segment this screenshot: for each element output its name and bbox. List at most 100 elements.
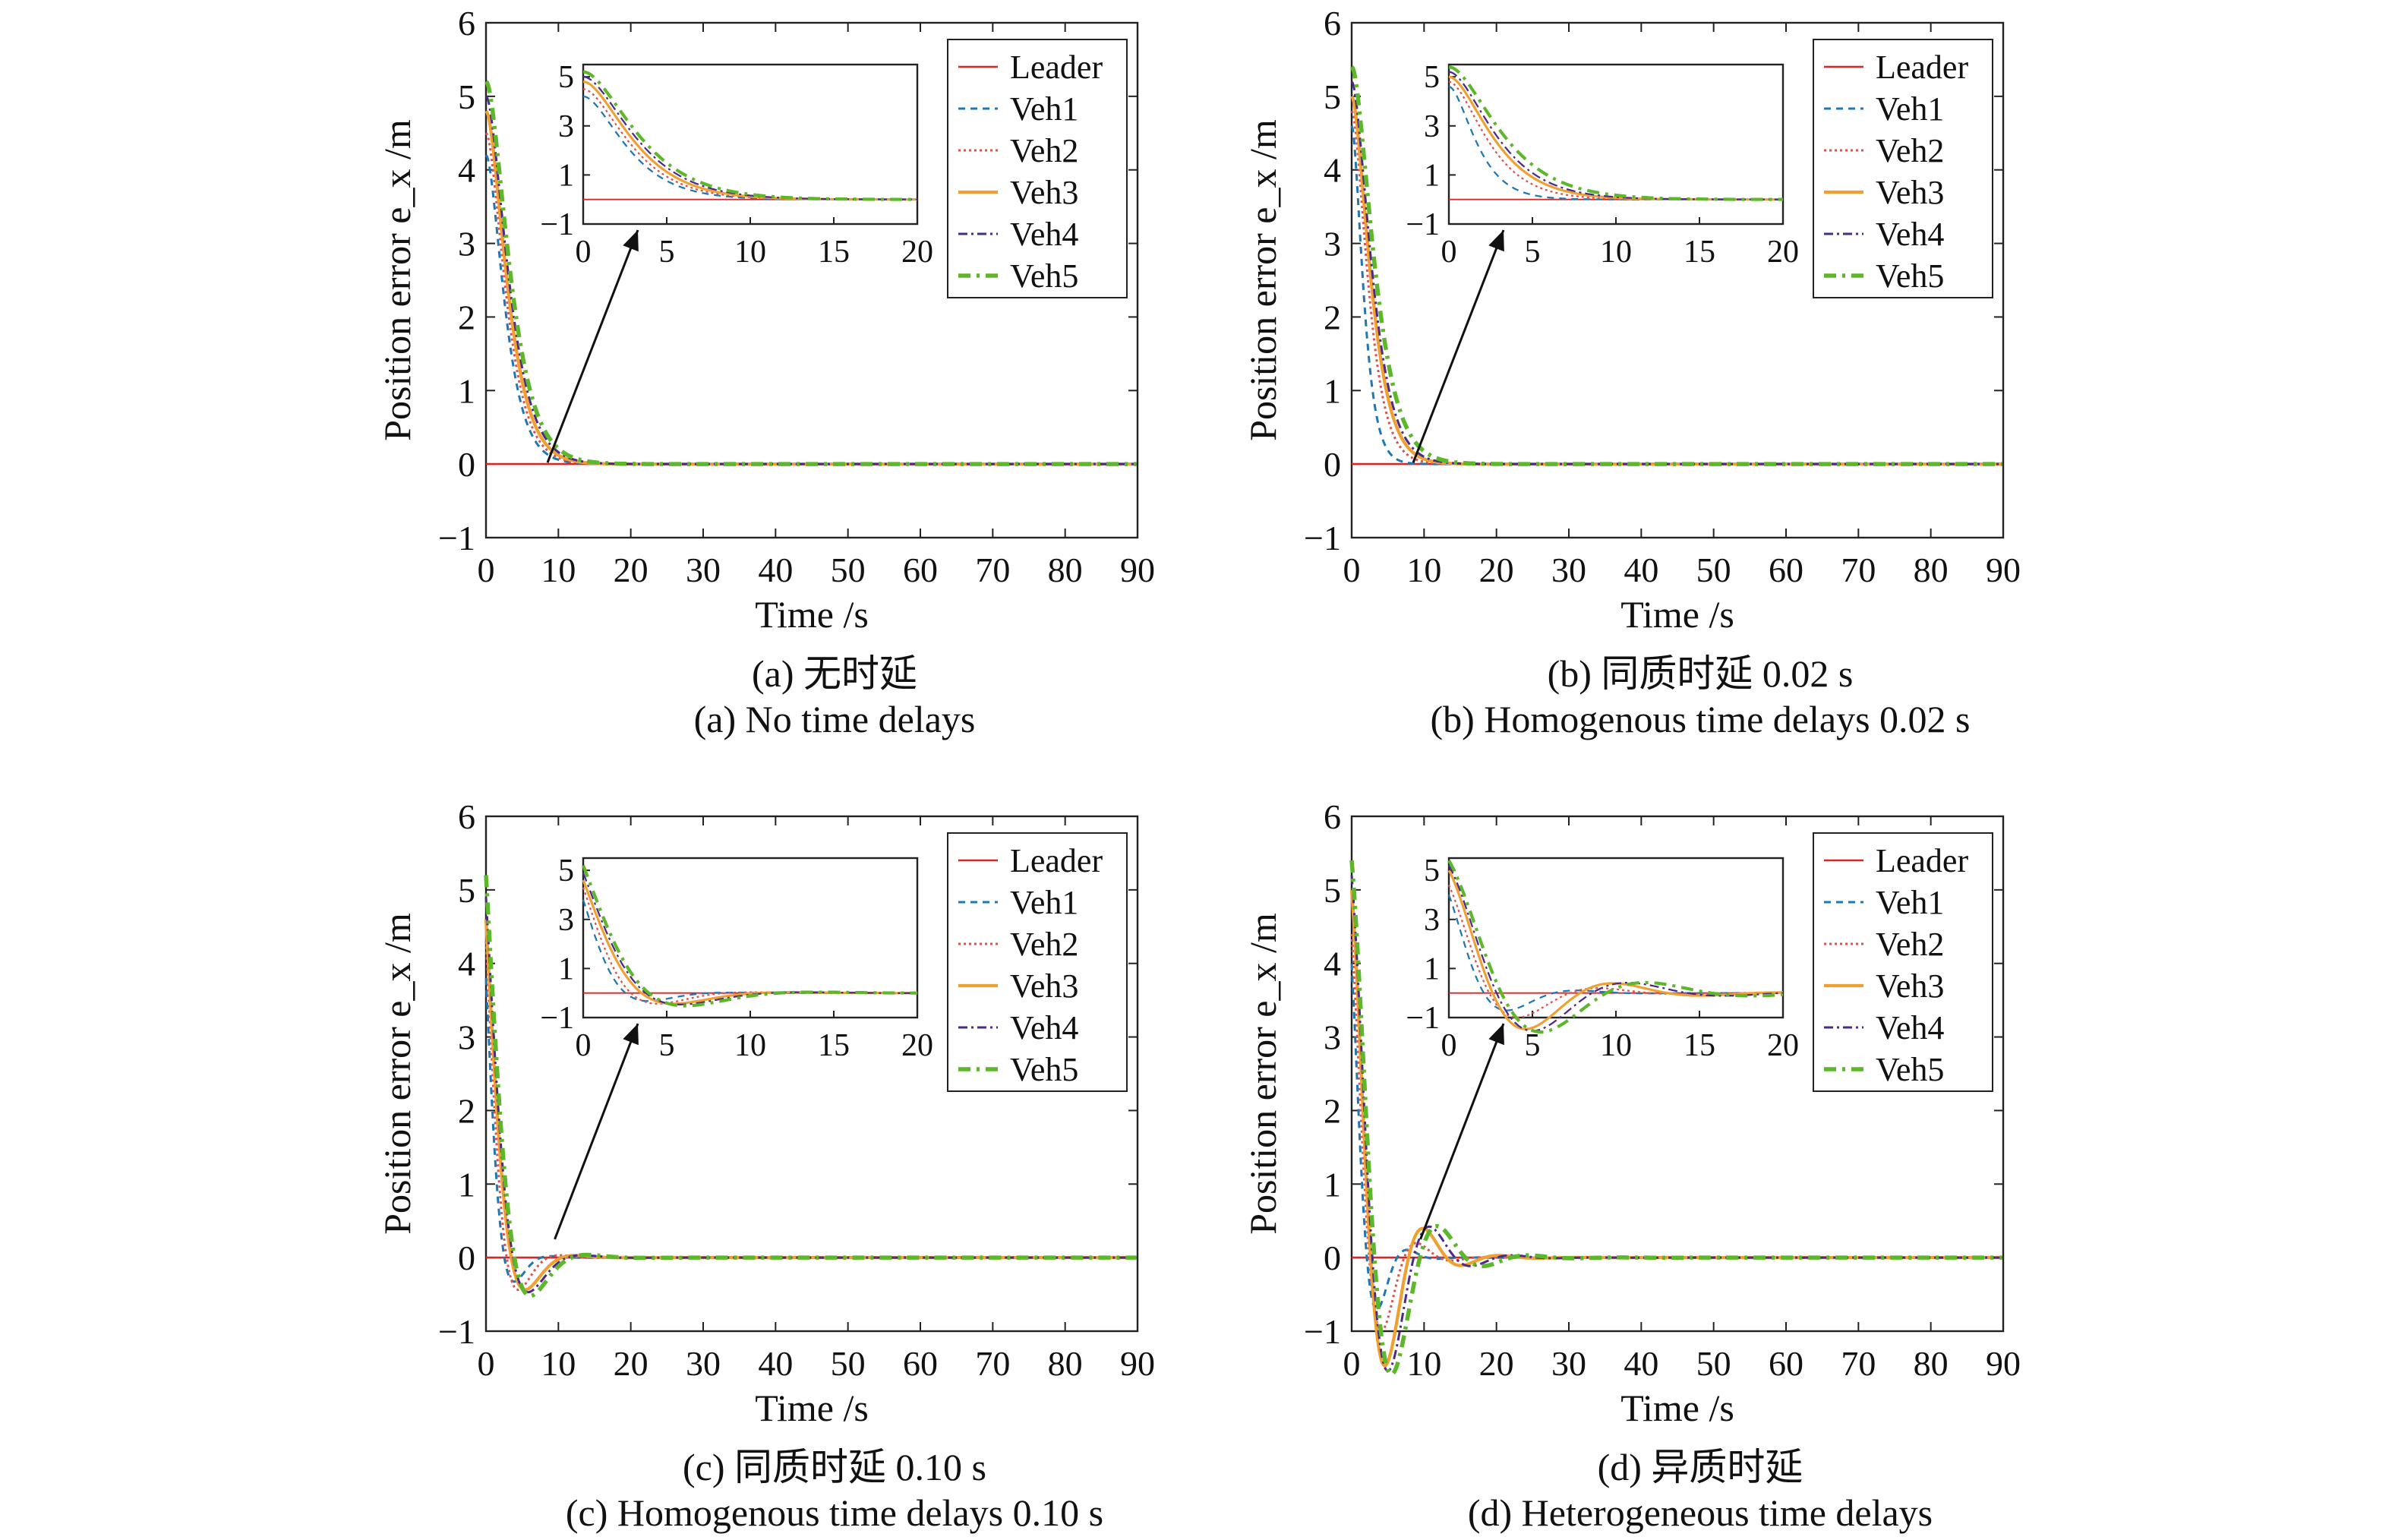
inset-x-tick-label: 10 xyxy=(1600,235,1632,270)
y-tick-label: 6 xyxy=(1324,797,1341,836)
plot-frame xyxy=(1350,815,2005,1333)
x-tick-label: 90 xyxy=(1986,551,2021,589)
inset-x-tick-label: 20 xyxy=(901,1028,933,1063)
inset-series-line-veh1 xyxy=(582,95,917,200)
legend-label-veh2: Veh2 xyxy=(1010,926,1078,963)
inset-x-tick-label: 10 xyxy=(734,1028,766,1063)
zoom-arrow-shaft xyxy=(1412,229,1505,463)
x-tick-label: 40 xyxy=(1624,551,1658,589)
x-tick-label: 70 xyxy=(975,551,1010,589)
legend-label-veh1: Veh1 xyxy=(1010,90,1078,128)
x-tick-label: 0 xyxy=(1343,1344,1361,1383)
x-tick-label: 10 xyxy=(1406,551,1441,589)
legend-label-veh4: Veh4 xyxy=(1876,216,1944,253)
caption-cn: (d) 异质时延 xyxy=(1598,1446,1803,1488)
inset-x-tick-label: 20 xyxy=(1767,235,1799,270)
zoom-arrow-head xyxy=(1488,230,1504,252)
inset-series-line-veh1 xyxy=(1447,895,1783,1011)
inset-y-tick-label: 1 xyxy=(558,158,574,193)
x-tick-label: 60 xyxy=(1769,551,1803,589)
y-tick-label: −1 xyxy=(438,519,475,557)
y-tick-label: 5 xyxy=(458,77,475,116)
x-tick-label: 90 xyxy=(1120,1344,1155,1383)
x-tick-label: 70 xyxy=(1841,1344,1876,1383)
y-tick-label: 4 xyxy=(458,945,475,983)
inset-plot: 0 5 10 15 20 −1 1 3 5 xyxy=(1406,60,1799,270)
x-tick-label: 10 xyxy=(541,1344,576,1383)
zoom-arrow-shaft xyxy=(1419,1023,1505,1240)
x-tick-label: 50 xyxy=(831,551,866,589)
x-tick-label: 70 xyxy=(1841,551,1876,589)
caption-en: (c) Homogenous time delays 0.10 s xyxy=(566,1491,1103,1534)
caption-cn: (c) 同质时延 0.10 s xyxy=(683,1446,986,1488)
y-tick-label: 2 xyxy=(458,298,475,336)
y-tick-label: 1 xyxy=(458,1165,475,1204)
inset-series-line-veh2 xyxy=(1448,80,1783,200)
x-tick-label: 0 xyxy=(1343,551,1361,589)
y-tick-label: 3 xyxy=(1324,225,1341,264)
inset-x-tick-label: 5 xyxy=(1525,235,1541,270)
inset-series-line-veh1 xyxy=(1448,86,1783,200)
x-tick-label: 60 xyxy=(903,1344,938,1383)
series-line-veh5 xyxy=(484,875,1137,1299)
inset-plot: 0 5 10 15 20 −1 1 3 5 xyxy=(1406,854,1799,1063)
legend-label-veh4: Veh4 xyxy=(1010,216,1078,253)
legend: Leader Veh1 Veh2 Veh3 Veh4 Veh5 xyxy=(1813,39,1993,298)
x-tick-label: 20 xyxy=(1479,551,1514,589)
x-tick-label: 50 xyxy=(1696,551,1731,589)
legend-label-veh5: Veh5 xyxy=(1876,257,1944,295)
inset-series-line-veh5 xyxy=(1448,65,1783,201)
legend-label-veh5: Veh5 xyxy=(1876,1051,1944,1088)
y-tick-label: 2 xyxy=(1324,298,1341,336)
inset-y-tick-label: −1 xyxy=(540,207,574,242)
legend-label-veh5: Veh5 xyxy=(1010,257,1078,295)
legend-label-veh1: Veh1 xyxy=(1010,884,1078,921)
y-tick-label: −1 xyxy=(438,1312,475,1351)
series-line-veh5 xyxy=(484,80,1137,466)
caption-cn: (b) 同质时延 0.02 s xyxy=(1548,652,1854,695)
inset-y-tick-label: 1 xyxy=(558,951,574,986)
x-tick-label: 80 xyxy=(1914,551,1949,589)
caption-en: (a) No time delays xyxy=(694,698,976,740)
inset-y-tick-label: 5 xyxy=(1424,60,1440,95)
inset-series-line-veh2 xyxy=(582,88,917,200)
plot-frame xyxy=(1350,21,2005,539)
zoom-arrow-shaft xyxy=(554,1023,639,1240)
inset-series-line-veh3 xyxy=(1447,869,1783,1030)
y-tick-label: 3 xyxy=(458,1018,475,1057)
x-tick-label: 40 xyxy=(758,551,793,589)
y-tick-label: 0 xyxy=(1324,1239,1341,1277)
y-tick-label: 2 xyxy=(1324,1091,1341,1130)
x-tick-label: 40 xyxy=(1624,1344,1658,1383)
y-tick-label: 5 xyxy=(1324,77,1341,116)
x-tick-label: 40 xyxy=(758,1344,793,1383)
inset-x-tick-label: 0 xyxy=(576,1028,592,1063)
inset-x-tick-label: 15 xyxy=(818,1028,850,1063)
caption-en: (d) Heterogeneous time delays xyxy=(1468,1491,1933,1534)
y-tick-label: 1 xyxy=(1324,371,1341,410)
legend-frame xyxy=(947,832,1128,1092)
x-tick-label: 80 xyxy=(1048,1344,1083,1383)
x-tick-label: 30 xyxy=(686,551,721,589)
inset-x-tick-label: 15 xyxy=(1684,1028,1715,1063)
y-tick-label: 3 xyxy=(1324,1018,1341,1057)
y-tick-label: 5 xyxy=(1324,871,1341,910)
inset-y-tick-label: 5 xyxy=(558,854,574,888)
legend-label-veh3: Veh3 xyxy=(1010,967,1078,1005)
inset-y-tick-label: 1 xyxy=(1424,158,1440,193)
inset-x-tick-label: 20 xyxy=(1767,1028,1799,1063)
inset-x-tick-label: 15 xyxy=(818,235,850,270)
y-tick-label: 6 xyxy=(458,797,475,836)
inset-y-tick-label: 3 xyxy=(1424,109,1440,144)
legend-label-veh3: Veh3 xyxy=(1010,174,1078,211)
legend-label-veh4: Veh4 xyxy=(1876,1009,1944,1046)
y-axis-label: Position error e_x /m xyxy=(1242,913,1284,1235)
legend-label-veh1: Veh1 xyxy=(1876,90,1944,128)
inset-x-tick-label: 5 xyxy=(659,1028,675,1063)
x-axis-label: Time /s xyxy=(755,593,869,636)
x-tick-label: 50 xyxy=(1696,1344,1731,1383)
y-tick-label: 4 xyxy=(1324,945,1341,983)
